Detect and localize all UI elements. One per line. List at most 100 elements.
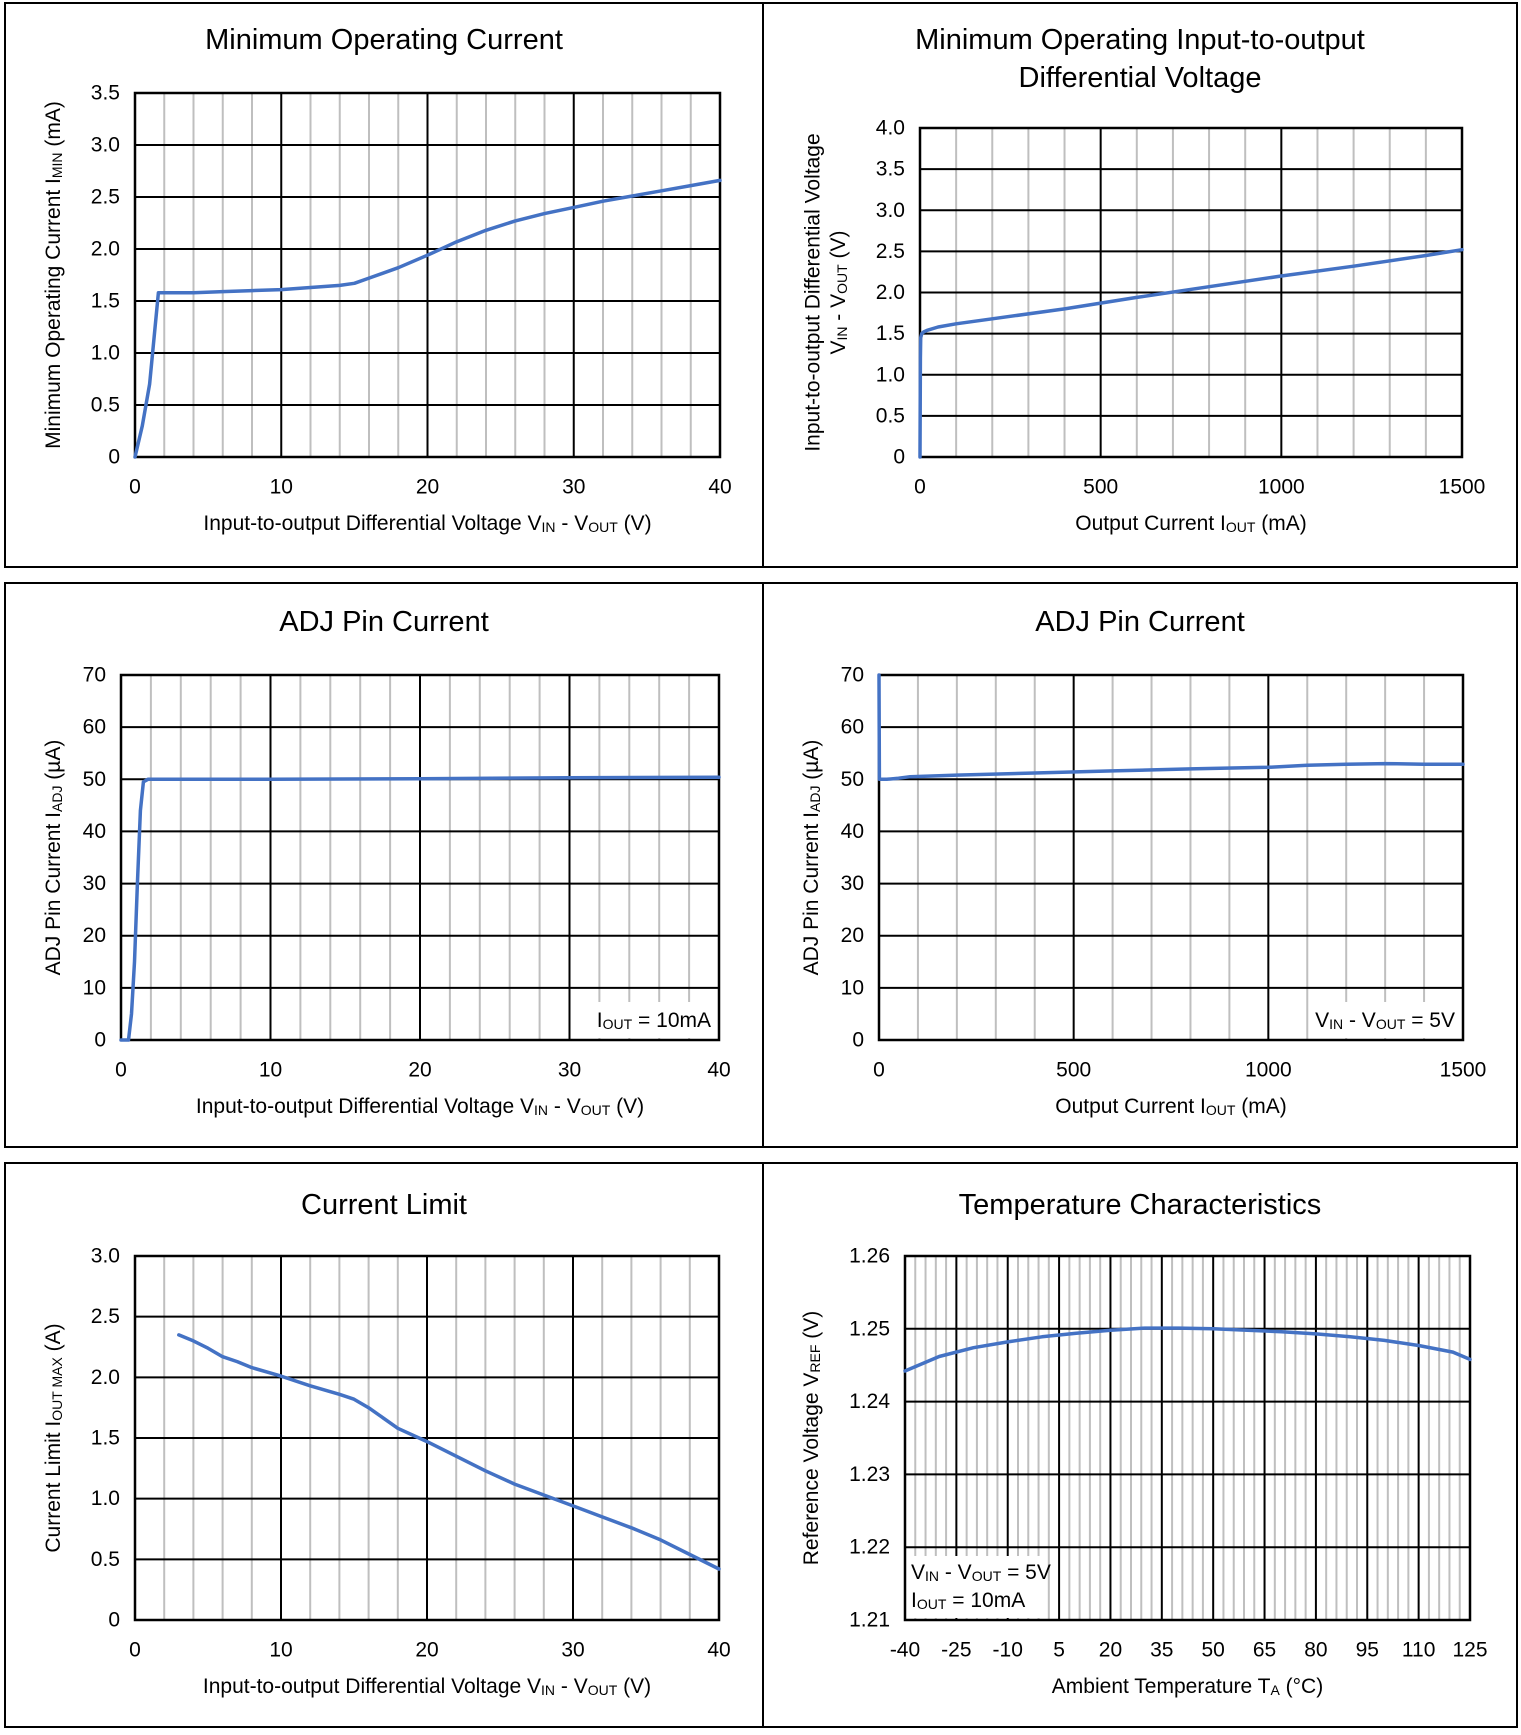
y-tick-label: 2.5	[876, 240, 905, 263]
annotation-text: IOUT = 10mA	[911, 1589, 1025, 1612]
x-tick-label: 50	[1202, 1639, 1225, 1662]
chart-panel-4: ADJ Pin Current 0 500 1000 1500 0 10 20 30 40 50 60…	[762, 582, 1518, 1148]
x-tick-label: 30	[561, 1639, 584, 1662]
plot-frame	[133, 1254, 721, 1622]
y-tick-label: 3.5	[876, 158, 905, 181]
y-tick-label: 30	[841, 872, 864, 895]
y-tick-label: 0.5	[91, 1548, 120, 1571]
y-axis-label: Minimum Operating Current IMIN (mA)	[42, 101, 65, 449]
y-tick-label: 1.23	[849, 1463, 890, 1486]
x-tick-label: 0	[873, 1059, 885, 1082]
y-tick-label: 3.0	[91, 134, 120, 157]
y-tick-label: 0	[852, 1029, 864, 1052]
series-line	[119, 775, 721, 1042]
chart-panel-2: Minimum Operating Input-to-output Differe…	[762, 2, 1518, 568]
y-tick-label: 70	[841, 664, 864, 687]
x-tick-label: 20	[415, 1639, 438, 1662]
x-tick-label: 40	[708, 476, 731, 499]
x-tick-label: 20	[408, 1059, 431, 1082]
x-axis-label: Input-to-output Differential Voltage VIN…	[203, 1675, 651, 1698]
y-tick-label: 70	[83, 664, 106, 687]
x-axis-label: Input-to-output Differential Voltage VIN…	[203, 512, 651, 535]
x-tick-label: 40	[707, 1059, 730, 1082]
series-line	[903, 1326, 1472, 1373]
x-tick-label: -25	[941, 1639, 971, 1662]
y-tick-label: 1.5	[876, 322, 905, 345]
annotation-box	[1317, 1002, 1461, 1038]
y-tick-label: 1.0	[876, 363, 905, 386]
x-tick-label: 65	[1253, 1639, 1276, 1662]
series-line	[133, 178, 722, 459]
y-axis-label: Reference Voltage VREF (V)	[800, 1311, 823, 1565]
series-line	[877, 673, 1465, 782]
y-tick-label: 2.0	[91, 238, 120, 261]
plot-frame	[877, 673, 1465, 1042]
x-tick-label: 80	[1304, 1639, 1327, 1662]
x-tick-label: 0	[129, 1639, 141, 1662]
series-line	[177, 1333, 721, 1571]
y-tick-label: 2.5	[91, 186, 120, 209]
y-tick-label: 0.5	[91, 394, 120, 417]
x-tick-label: 30	[562, 476, 585, 499]
chart-title: ADJ Pin Current	[279, 606, 489, 638]
x-tick-label: 10	[259, 1059, 282, 1082]
panel-border	[762, 1162, 1518, 1728]
panel-border	[762, 582, 1518, 1148]
series-line	[918, 247, 1464, 459]
chart-title: Minimum Operating Current	[205, 24, 563, 56]
y-tick-label: 40	[841, 820, 864, 843]
y-tick-label: 0	[893, 446, 905, 469]
x-tick-label: 1500	[1440, 1059, 1487, 1082]
y-tick-label: 50	[83, 768, 106, 791]
chart-title: Temperature Characteristics	[959, 1189, 1322, 1221]
plot-frame	[903, 1254, 1472, 1622]
x-tick-label: 20	[1099, 1639, 1122, 1662]
x-tick-label: 95	[1356, 1639, 1379, 1662]
annotation-text: VIN - VOUT = 5V	[911, 1561, 1051, 1584]
x-tick-label: 125	[1452, 1639, 1487, 1662]
x-tick-label: 0	[115, 1059, 127, 1082]
y-tick-label: 60	[841, 716, 864, 739]
chart-panel-1: Minimum Operating Current 0 10 20 30 40 0 0.5 1.…	[4, 2, 764, 568]
annotation-box	[573, 1002, 717, 1038]
x-tick-label: 500	[1056, 1059, 1091, 1082]
x-tick-label: 40	[707, 1639, 730, 1662]
x-tick-label: 30	[558, 1059, 581, 1082]
annotation-text: VIN - VOUT = 5V	[1315, 1009, 1455, 1032]
y-tick-label: 20	[83, 924, 106, 947]
y-tick-label: 1.5	[91, 290, 120, 313]
y-tick-label: 1.0	[91, 1487, 120, 1510]
chart-title: ADJ Pin Current	[1035, 606, 1245, 638]
y-tick-label: 4.0	[876, 117, 905, 140]
y-tick-label: 40	[83, 820, 106, 843]
y-tick-label: 2.0	[876, 281, 905, 304]
y-tick-label: 1.0	[91, 342, 120, 365]
x-tick-label: 500	[1083, 476, 1118, 499]
y-tick-label: 3.5	[91, 82, 120, 105]
x-tick-label: 0	[129, 476, 141, 499]
y-tick-label: 2.5	[91, 1305, 120, 1328]
y-tick-label: 0	[108, 446, 120, 469]
y-tick-label: 1.26	[849, 1245, 890, 1268]
x-tick-label: 35	[1150, 1639, 1173, 1662]
y-tick-label: 2.0	[91, 1366, 120, 1389]
plot-frame	[119, 673, 721, 1042]
x-axis-label: Output Current IOUT (mA)	[1075, 512, 1306, 535]
plot-frame	[133, 91, 722, 459]
chart-title-line2: Differential Voltage	[1019, 62, 1262, 94]
y-tick-label: 0	[94, 1029, 106, 1052]
x-tick-label: 1000	[1245, 1059, 1292, 1082]
x-tick-label: -40	[890, 1639, 920, 1662]
y-tick-label: 20	[841, 924, 864, 947]
y-tick-label: 10	[83, 976, 106, 999]
x-axis-label: Input-to-output Differential Voltage VIN…	[196, 1095, 644, 1118]
annotation-box	[907, 1556, 1047, 1618]
x-tick-label: 5	[1053, 1639, 1065, 1662]
y-axis-label: ADJ Pin Current IADJ (µA)	[800, 740, 823, 976]
y-tick-label: 10	[841, 976, 864, 999]
x-tick-label: -10	[993, 1639, 1023, 1662]
y-tick-label: 60	[83, 716, 106, 739]
y-axis-label: VIN - VOUT (V)	[827, 230, 850, 354]
chart-title: Current Limit	[301, 1189, 467, 1221]
